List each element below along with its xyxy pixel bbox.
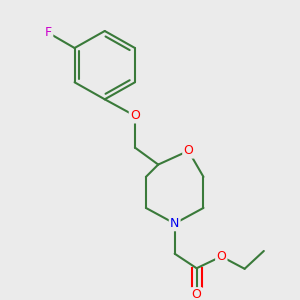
Text: F: F: [45, 26, 52, 39]
Text: N: N: [170, 217, 179, 230]
Text: O: O: [192, 288, 202, 300]
Text: O: O: [130, 109, 140, 122]
Text: O: O: [216, 250, 226, 263]
Text: O: O: [184, 144, 193, 158]
